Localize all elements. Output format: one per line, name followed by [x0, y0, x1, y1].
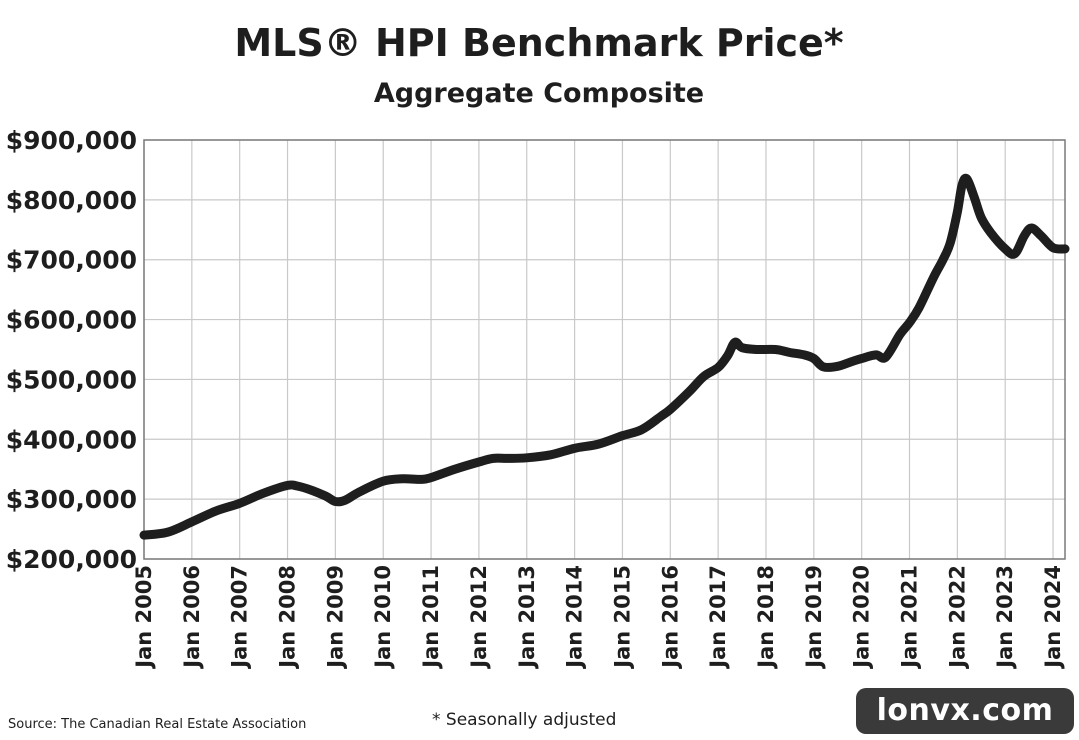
x-tick-label: Jan 2007 [228, 565, 252, 670]
x-tick-label: Jan 2009 [323, 565, 347, 670]
y-tick-label: $800,000 [6, 186, 137, 215]
x-tick-label: Jan 2017 [706, 565, 730, 670]
x-tick-label: Jan 2005 [132, 565, 156, 670]
x-tick-label: Jan 2006 [180, 565, 204, 670]
y-tick-label: $400,000 [6, 425, 137, 454]
source-note: Source: The Canadian Real Estate Associa… [8, 717, 306, 732]
plot-frame [143, 139, 1066, 560]
y-axis: $200,000 $300,000 $400,000 $500,000 $600,000… [6, 126, 137, 574]
x-tick-label: Jan 2024 [1041, 565, 1065, 670]
watermark-logo: lonvx.com [856, 688, 1074, 734]
y-tick-label: $900,000 [6, 126, 137, 155]
series-layer [139, 173, 1070, 540]
x-tick-label: Jan 2008 [276, 565, 300, 670]
x-tick-label: Jan 2018 [754, 565, 778, 670]
y-tick-label: $700,000 [6, 246, 137, 275]
x-tick-label: Jan 2021 [898, 565, 922, 670]
x-tick-label: Jan 2016 [658, 565, 682, 670]
x-tick-label: Jan 2023 [993, 565, 1017, 670]
series-line-0 [139, 173, 1070, 540]
x-tick-label: Jan 2022 [945, 565, 969, 670]
x-tick-label: Jan 2020 [850, 565, 874, 670]
x-tick-label: Jan 2014 [563, 565, 587, 670]
grid-lines [143, 139, 1065, 560]
y-tick-label: $600,000 [6, 306, 137, 335]
x-tick-label: Jan 2015 [610, 565, 634, 670]
y-tick-label: $200,000 [6, 545, 137, 574]
y-tick-label: $500,000 [6, 365, 137, 394]
footnote: * Seasonally adjusted [432, 710, 616, 730]
x-tick-label: Jan 2010 [371, 565, 395, 670]
x-tick-label: Jan 2013 [515, 565, 539, 670]
x-tick-label: Jan 2019 [802, 565, 826, 670]
chart-title: MLS® HPI Benchmark Price* [234, 21, 843, 65]
x-axis: Jan 2005 Jan 2006 Jan 2007 Jan 2008 Jan 2009… [132, 565, 1065, 670]
chart-subtitle: Aggregate Composite [374, 78, 704, 109]
x-tick-label: Jan 2012 [467, 565, 491, 670]
x-tick-label: Jan 2011 [419, 565, 443, 670]
y-tick-label: $300,000 [6, 485, 137, 514]
